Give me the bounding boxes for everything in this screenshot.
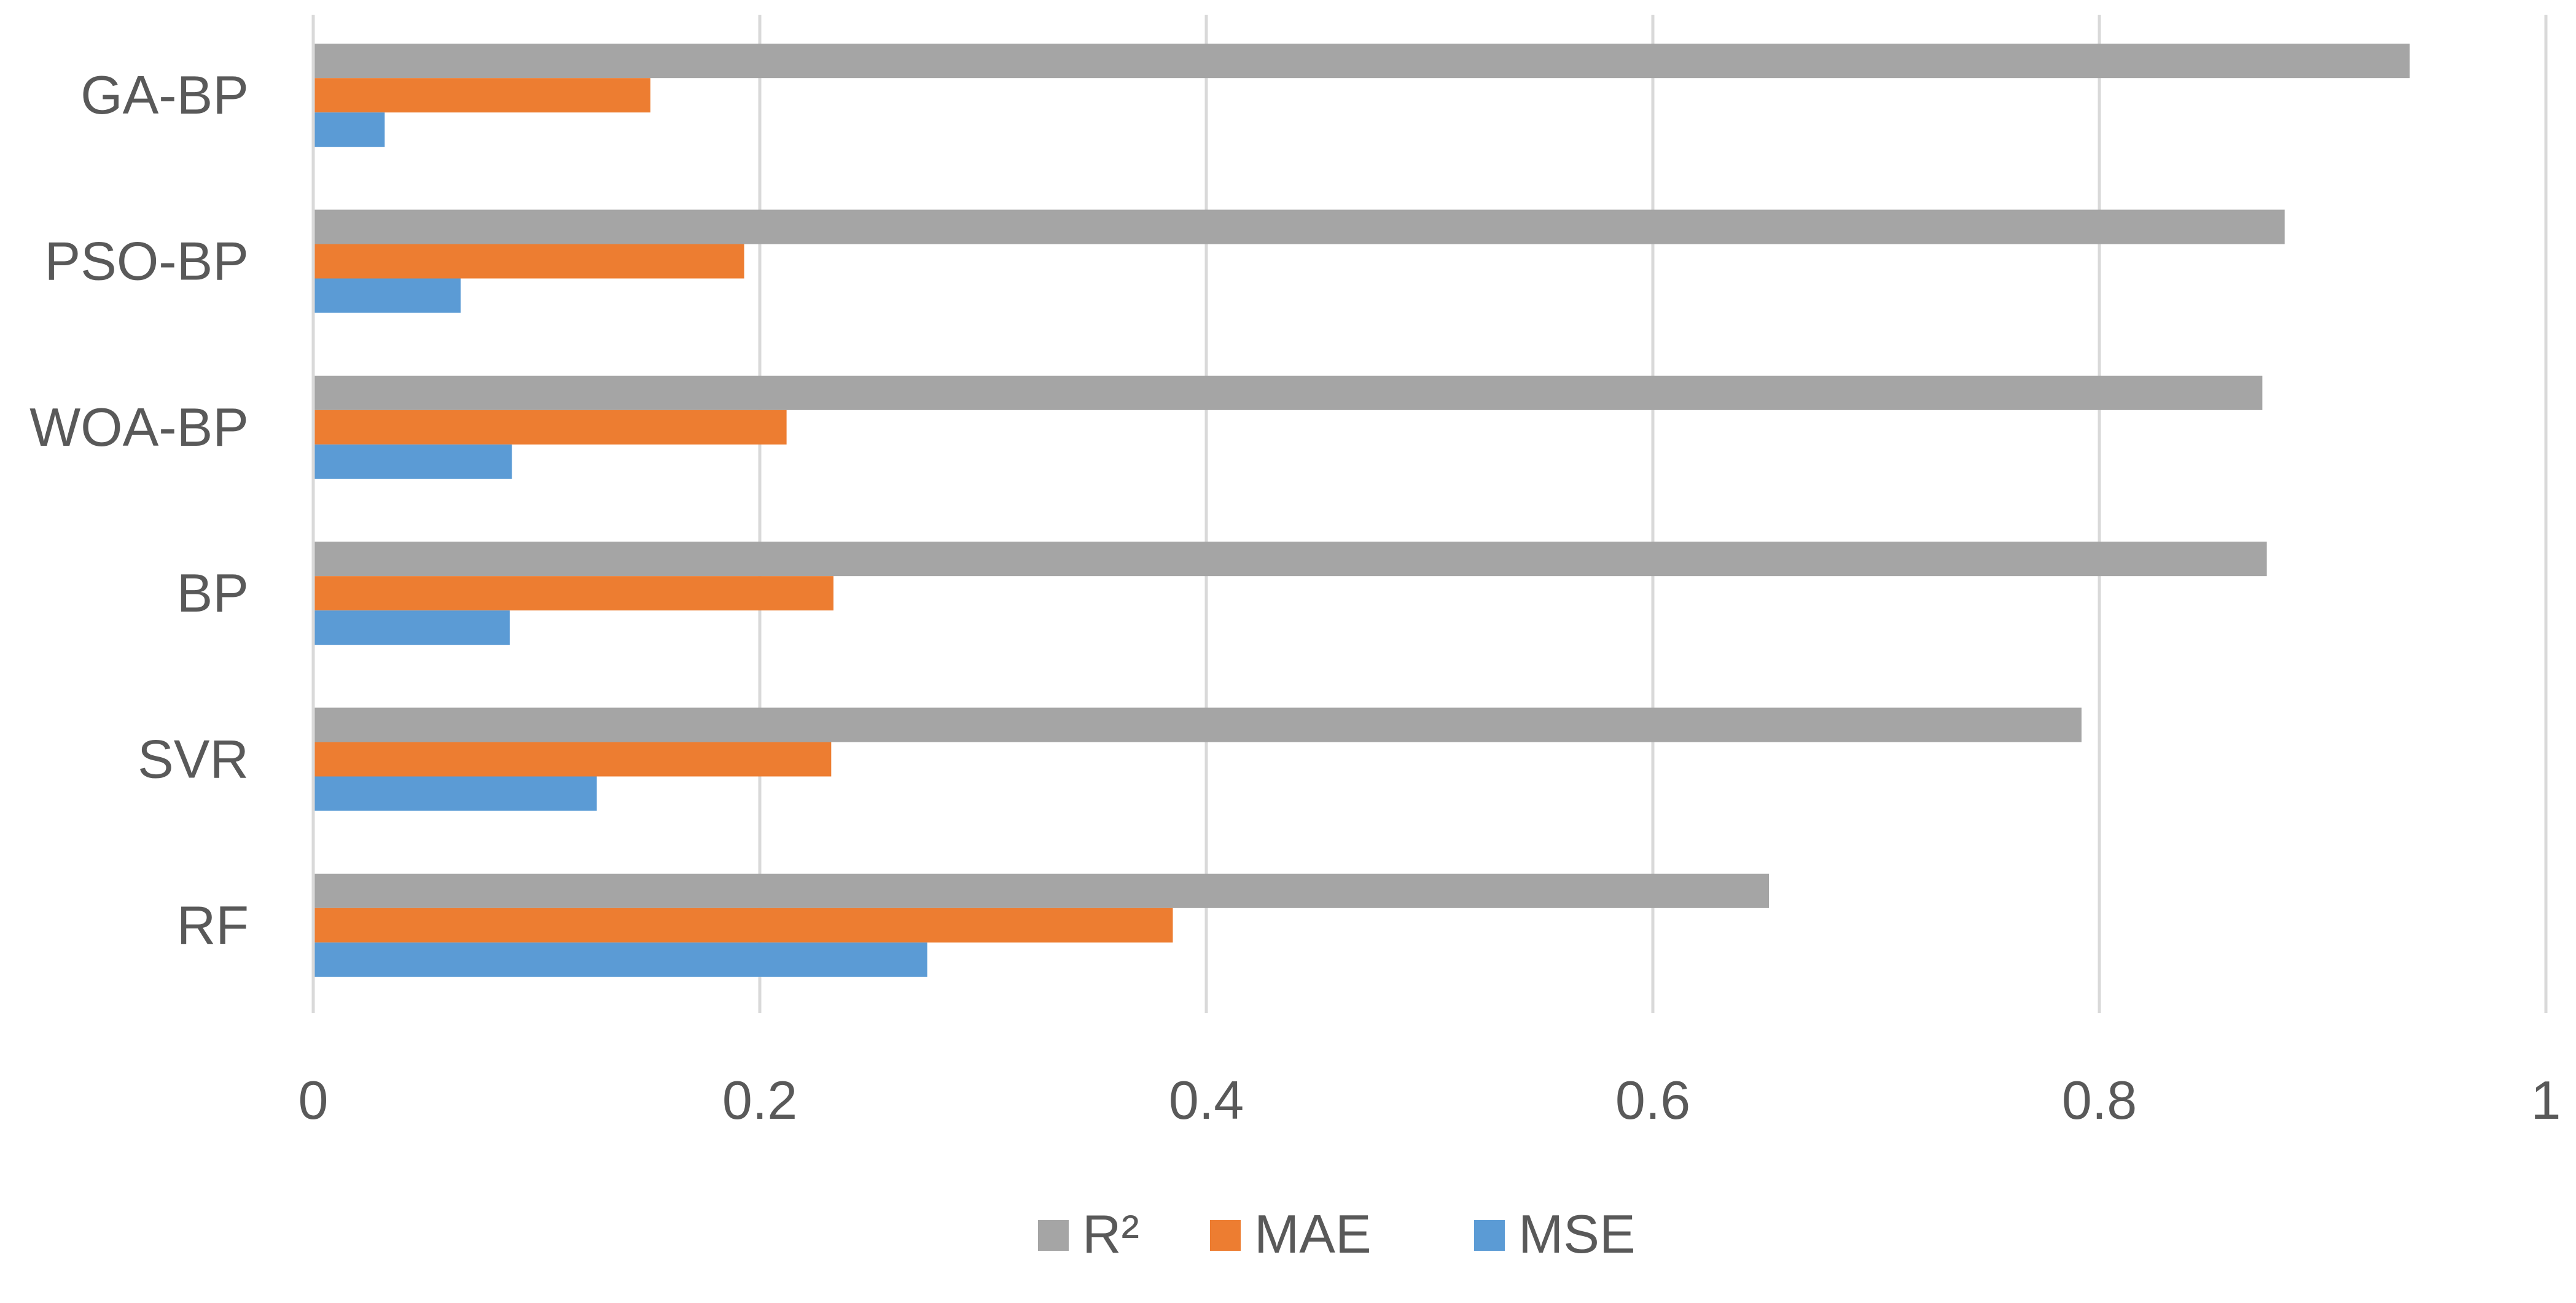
bar-mse-bp: [313, 610, 510, 645]
bar-mse-svr: [313, 776, 597, 811]
bar-mae-svr: [313, 742, 832, 777]
x-tick-label: 0.8: [2062, 1070, 2137, 1130]
bar-mae-bp: [313, 576, 833, 611]
x-tick-label: 0.2: [722, 1070, 797, 1130]
axes: 0 0.2 0.4 0.6 0.8 1 GA-BP PSO-BP WOA-BP BP SVR RF: [29, 15, 2561, 1130]
legend: R² MAE MSE: [1038, 1204, 1636, 1264]
legend-swatch-r: [1038, 1220, 1069, 1251]
x-tick-label: 1: [2531, 1070, 2561, 1130]
bar-r-rf: [313, 873, 1770, 908]
category-label: PSO-BP: [44, 231, 249, 292]
legend-label: MAE: [1254, 1204, 1372, 1264]
gridlines: [311, 15, 2548, 1013]
category-label: RF: [177, 895, 249, 955]
bar-mae-ga-bp: [313, 78, 650, 113]
bar-r-woa-bp: [313, 375, 2263, 410]
category-label: WOA-BP: [29, 397, 249, 457]
legend-swatch-mse: [1474, 1220, 1505, 1251]
x-tick-label: 0.4: [1169, 1070, 1244, 1130]
bar-mse-ga-bp: [313, 112, 385, 147]
bar-r-ga-bp: [313, 44, 2410, 79]
legend-swatch-mae: [1210, 1220, 1241, 1251]
x-tick-label: 0.6: [1615, 1070, 1690, 1130]
bar-mse-rf: [313, 942, 927, 977]
bar-r-bp: [313, 542, 2267, 577]
bar-mae-rf: [313, 908, 1173, 943]
category-label: SVR: [138, 729, 249, 790]
x-tick-label: 0: [299, 1070, 329, 1130]
bar-mse-pso-bp: [313, 278, 461, 313]
bar-r-pso-bp: [313, 209, 2285, 244]
legend-label: MSE: [1518, 1204, 1636, 1264]
bar-mse-woa-bp: [313, 444, 512, 479]
legend-label: R²: [1082, 1204, 1139, 1264]
bar-mae-woa-bp: [313, 410, 787, 445]
category-label: BP: [177, 562, 249, 623]
bar-mae-pso-bp: [313, 244, 744, 279]
bars: [313, 44, 2410, 977]
category-label: GA-BP: [80, 64, 249, 125]
bar-r-svr: [313, 707, 2082, 742]
